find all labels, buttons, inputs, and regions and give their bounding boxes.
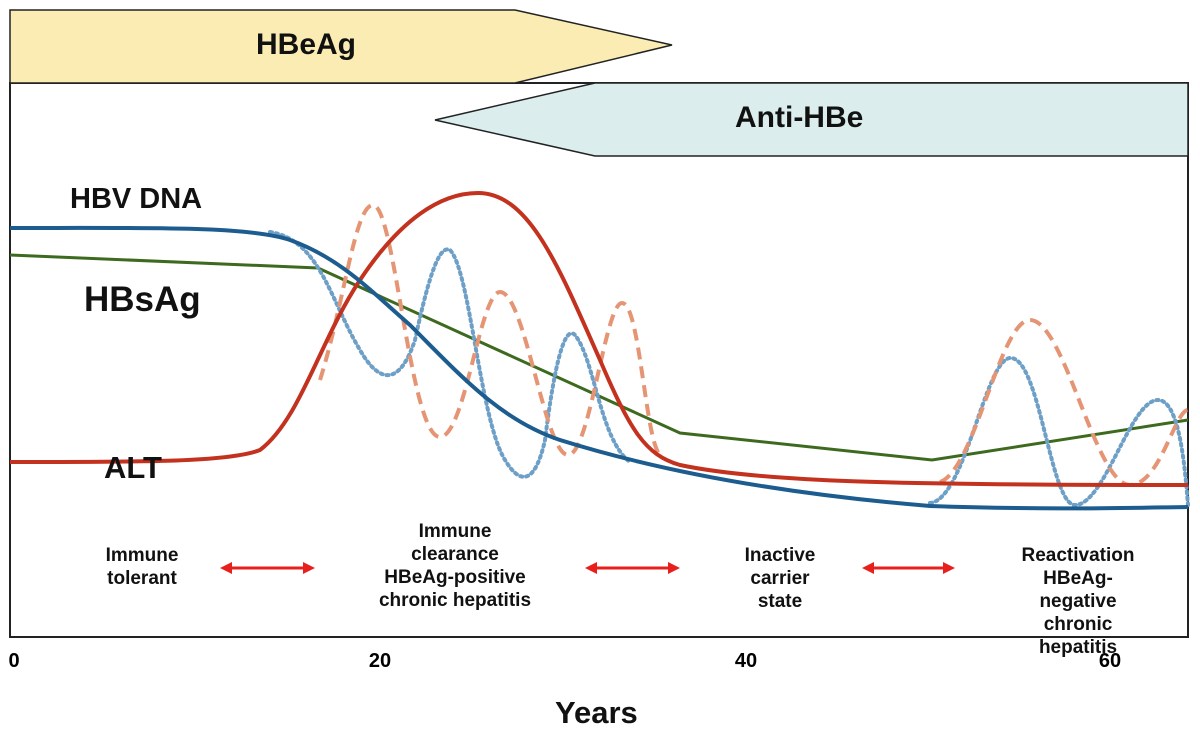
phase-arrow: [862, 562, 955, 574]
phase-immune-clearance: Immune clearance HBeAg-positive chronic …: [379, 520, 531, 612]
anti-hbe-label: Anti-HBe: [735, 101, 864, 134]
phase-inactive-carrier: Inactive carrier state: [745, 544, 816, 613]
x-tick-label: 40: [734, 650, 758, 672]
hbv-dna-label: HBV DNA: [70, 183, 203, 215]
hbsag-line: [9, 253, 1189, 462]
hbv-dna-line: [9, 225, 1189, 511]
hbeag-label: HBeAg: [256, 28, 357, 61]
alt-line: [9, 190, 1189, 487]
hbsag-label: HBsAg: [84, 280, 201, 319]
x-tick-label: 0: [8, 650, 20, 672]
hbv-dna-fluctuation-line: [268, 230, 632, 479]
phase-line: Immune: [418, 521, 492, 542]
phase-line: chronic hepatitis: [1038, 614, 1118, 658]
hbeag-arrow: [9, 9, 673, 84]
alt-reactivation-fluctuation-line: [939, 317, 1189, 488]
phase-arrow: [220, 562, 315, 574]
phase-line: HBeAg-positive: [384, 567, 526, 588]
phase-arrow: [585, 562, 680, 574]
phase-line: Reactivation: [1021, 545, 1135, 566]
phase-line: chronic hepatitis: [378, 590, 532, 611]
anti-hbe-arrow: [434, 82, 1189, 157]
x-tick-label: 20: [368, 650, 392, 672]
phase-line: Inactive: [744, 545, 816, 566]
hbv-dna-reactivation-fluctuation-line: [928, 355, 1190, 508]
phase-line: carrier: [750, 568, 810, 589]
phase-line: clearance: [411, 544, 499, 565]
phase-immune-tolerant: Immune tolerant: [106, 544, 179, 590]
phase-arrows: [220, 562, 955, 574]
phase-line: state: [757, 591, 803, 612]
alt-label: ALT: [104, 450, 162, 485]
x-tick-label: 60: [1098, 650, 1122, 672]
alt-fluctuation-line: [318, 202, 662, 458]
phase-line: Immune: [105, 545, 179, 566]
phase-line: HBeAg-negative: [1039, 568, 1117, 612]
phase-reactivation: Reactivation HBeAg-negative chronic hepa…: [1017, 544, 1139, 659]
phase-line: tolerant: [107, 568, 177, 589]
x-axis-title: Years: [555, 695, 638, 730]
